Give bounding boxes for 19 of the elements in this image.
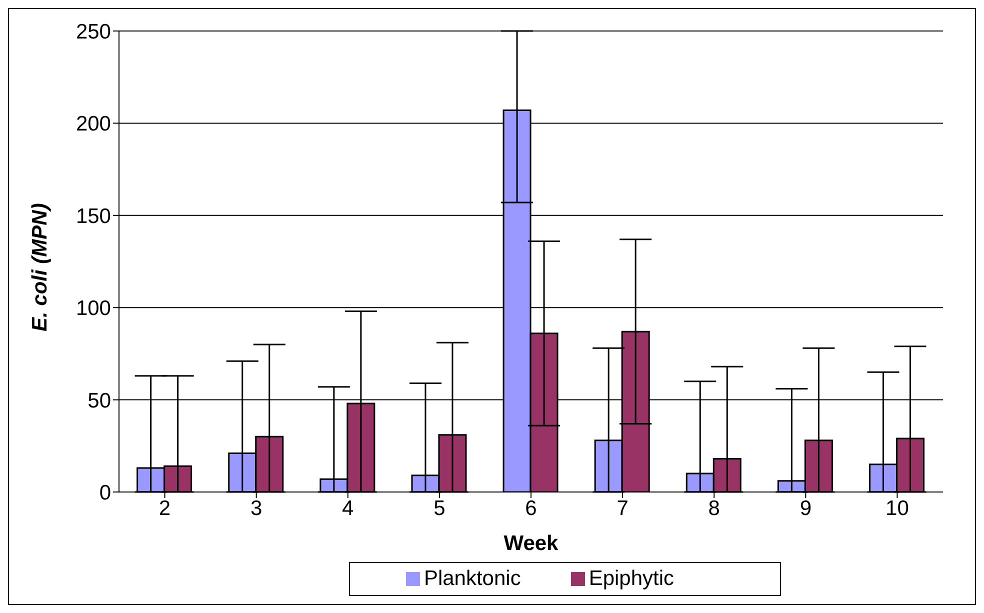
x-tick-label: 6 — [525, 496, 537, 520]
x-tick-label: 9 — [800, 496, 812, 520]
x-tick-label: 7 — [616, 496, 628, 520]
y-tick-label: 250 — [76, 20, 111, 44]
y-tick-label: 0 — [99, 481, 111, 504]
x-tick-label: 2 — [158, 496, 171, 520]
x-axis-title: Week — [504, 532, 559, 555]
y-tick-label: 200 — [76, 112, 111, 136]
legend-label: Planktonic — [424, 567, 521, 590]
x-tick-label: 3 — [250, 496, 262, 520]
y-tick-label: 50 — [88, 389, 111, 412]
x-tick-label: 5 — [434, 496, 446, 520]
x-tick-label: 8 — [708, 496, 720, 520]
legend-label: Epiphytic — [588, 567, 674, 590]
y-tick-label: 150 — [76, 204, 111, 228]
y-tick-label: 100 — [76, 297, 111, 320]
x-tick-label: 10 — [886, 496, 909, 520]
x-tick-label: 4 — [342, 496, 354, 520]
y-axis-title: E. coli (MPN) — [28, 203, 52, 332]
